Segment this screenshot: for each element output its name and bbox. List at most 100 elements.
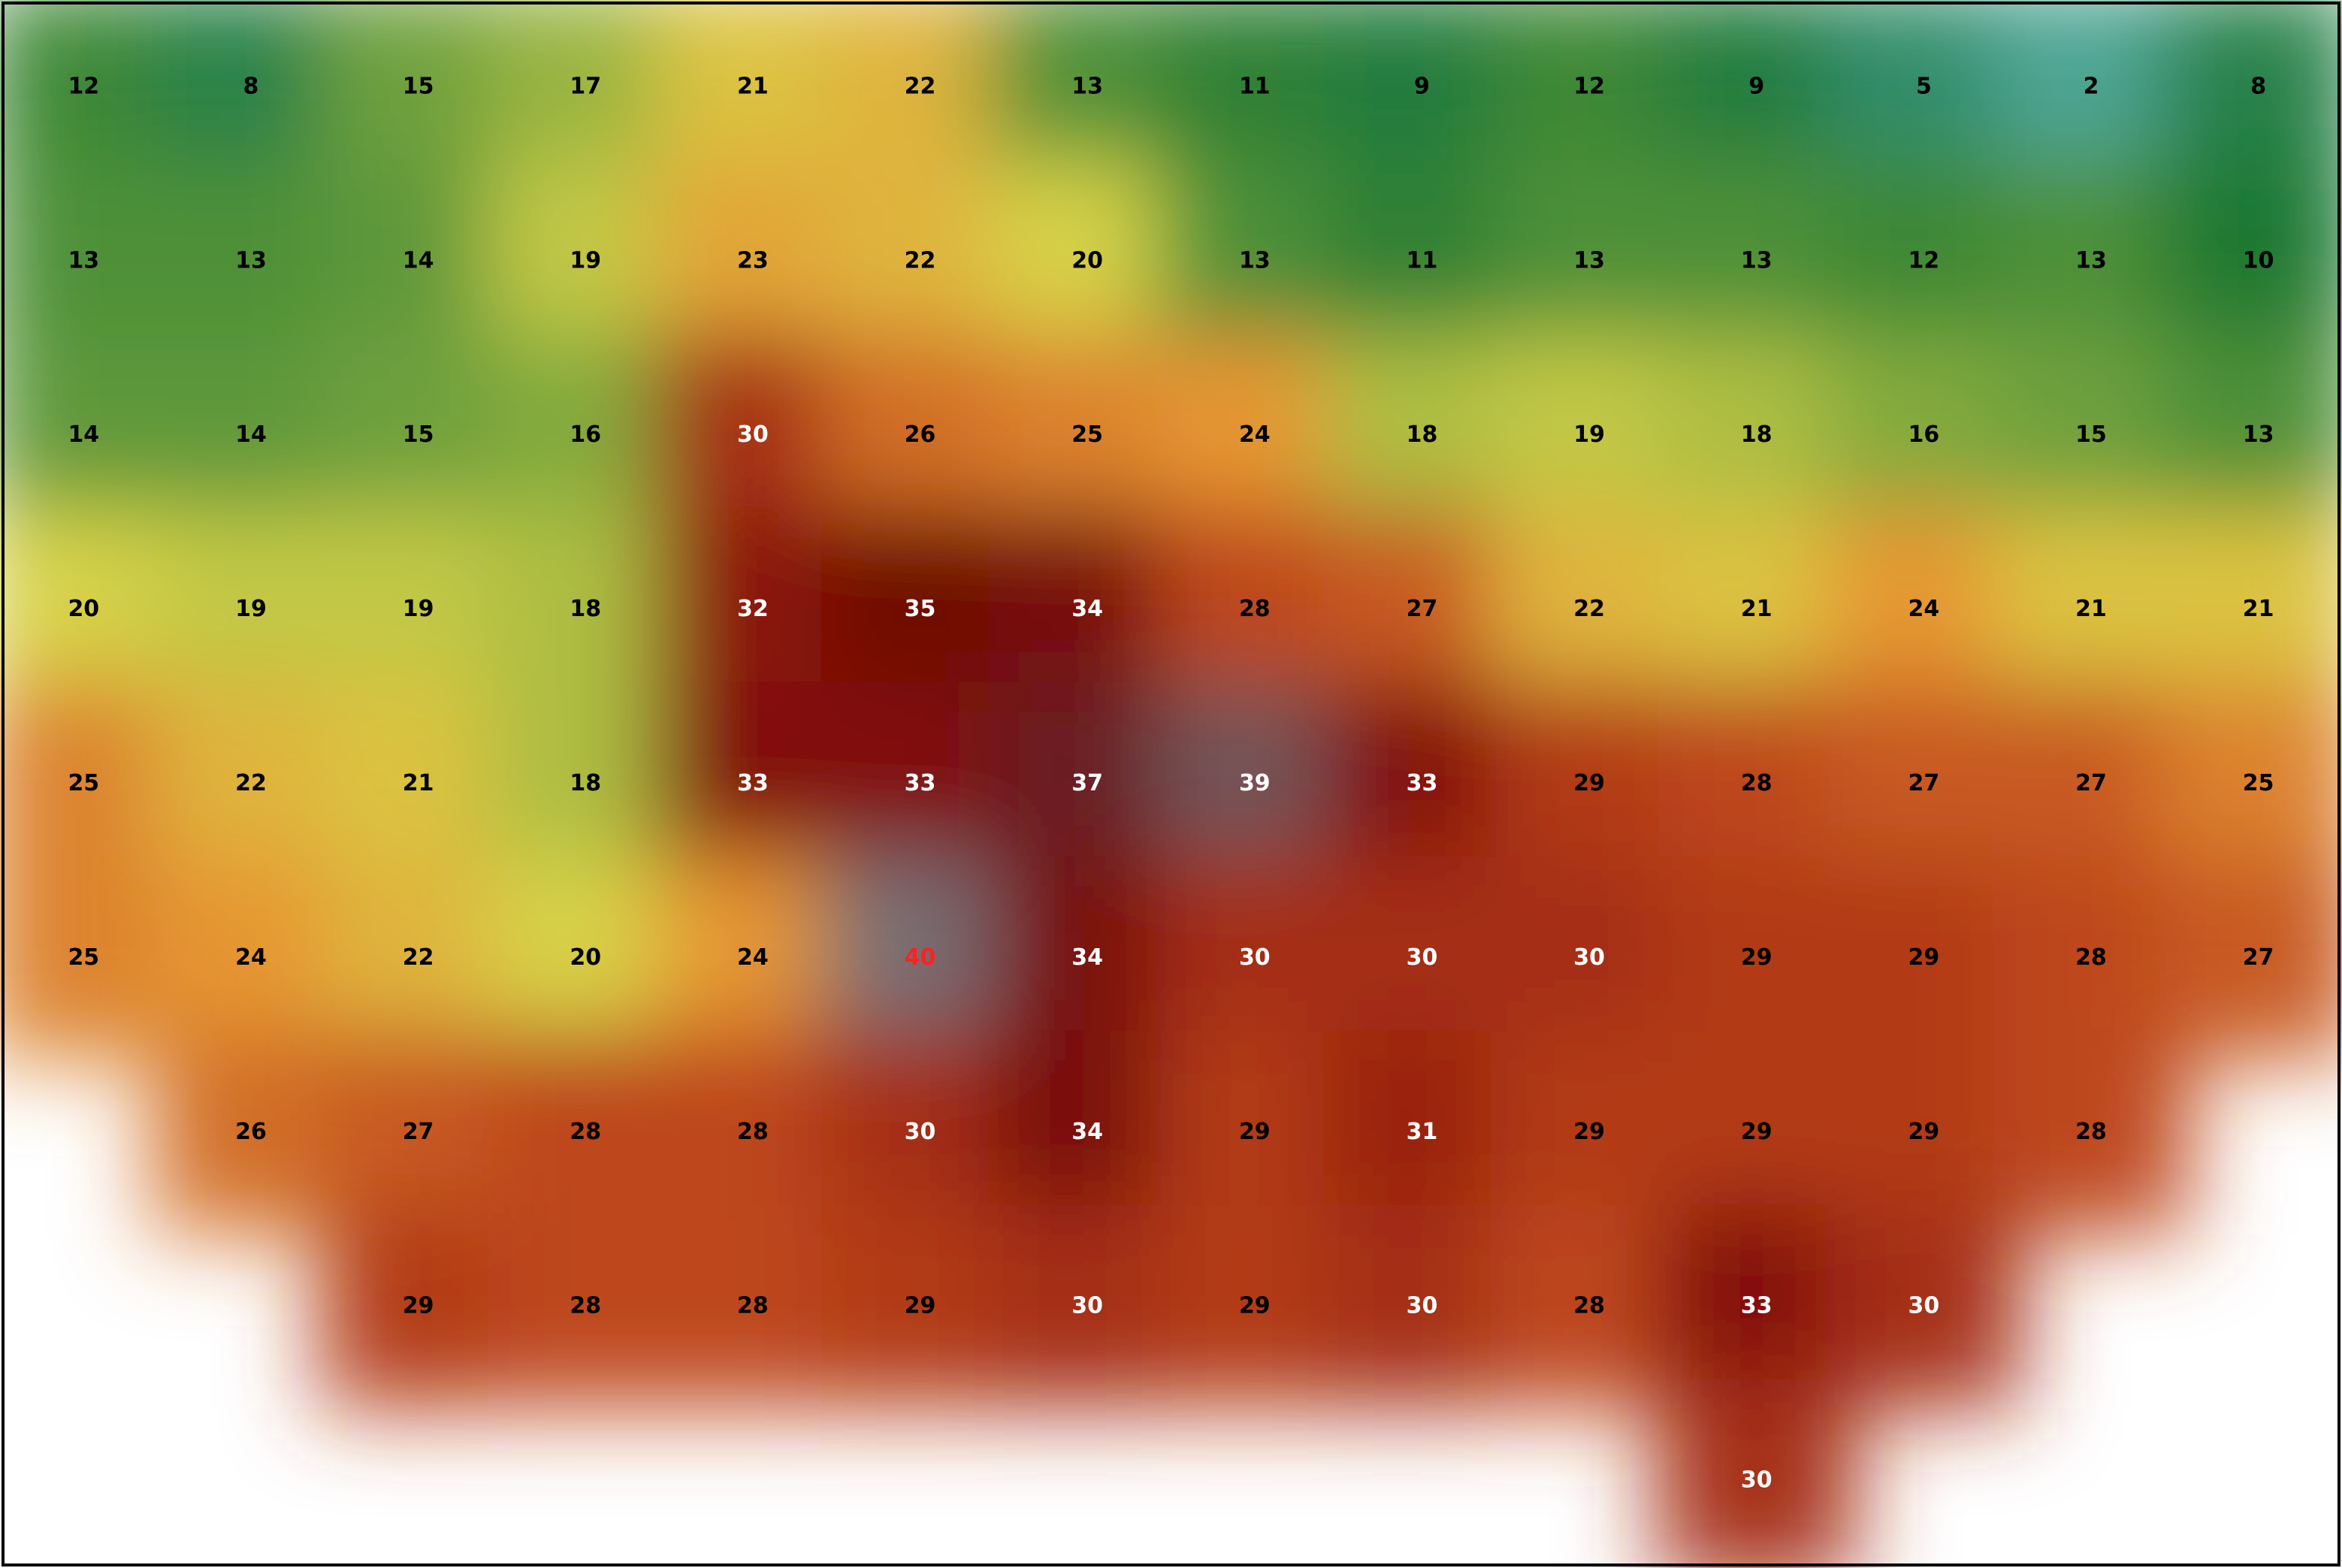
temperature-label: 11 [1407, 247, 1438, 273]
temperature-label: 29 [1573, 1119, 1605, 1145]
temperature-label: 11 [1239, 73, 1271, 99]
temperature-label: 28 [1239, 596, 1271, 622]
temperature-cell [152, 159, 350, 364]
temperature-cell [654, 0, 852, 189]
temperature-cell [152, 1030, 350, 1235]
temperature-cell [988, 0, 1186, 189]
temperature-cell [654, 856, 852, 1061]
temperature-label: 28 [570, 1119, 601, 1145]
temperature-label: 30 [1573, 944, 1605, 971]
temperature-label: 26 [905, 421, 936, 448]
temperature-cell [654, 507, 852, 712]
temperature-label: 19 [1573, 421, 1605, 448]
temperature-label: 10 [2243, 247, 2274, 273]
temperature-cell [0, 159, 183, 364]
temperature-cell [486, 507, 684, 712]
temperature-cell [1658, 0, 1856, 189]
temperature-label: 28 [1573, 1293, 1605, 1319]
temperature-cell [486, 0, 684, 189]
temperature-label: 29 [1239, 1293, 1271, 1319]
temperature-label: 29 [403, 1293, 434, 1319]
temperature-label: 29 [1741, 1119, 1772, 1145]
temperature-cell [1992, 507, 2190, 712]
temperature-cell [654, 1030, 852, 1235]
temperature-label: 8 [243, 73, 259, 99]
temperature-cell [152, 333, 350, 538]
temperature-cell [1323, 681, 1521, 887]
temperature-label: 31 [1407, 1119, 1438, 1145]
temperature-label: 28 [1741, 770, 1772, 796]
temperature-label: 28 [737, 1119, 769, 1145]
temperature-cell [988, 1030, 1186, 1235]
temperature-cell [1992, 159, 2190, 364]
temperature-label: 25 [1071, 421, 1103, 448]
temperature-cell [988, 856, 1186, 1061]
temperature-label: 30 [905, 1119, 936, 1145]
temperature-label: 19 [403, 596, 434, 622]
temperature-label: 33 [1741, 1293, 1772, 1319]
temperature-cell [1490, 159, 1688, 364]
temperature-label: 17 [570, 73, 601, 99]
temperature-label: 18 [570, 596, 601, 622]
temperature-label: 5 [1916, 73, 1932, 99]
temperature-label: 34 [1071, 1119, 1103, 1145]
temperature-label: 15 [2075, 421, 2107, 448]
temperature-cell [1156, 856, 1354, 1061]
temperature-cell [1156, 159, 1354, 364]
temperature-cell [152, 856, 350, 1061]
temperature-cell [821, 1030, 1019, 1235]
temperature-cell [1490, 333, 1688, 538]
temperature-cell [2159, 681, 2342, 887]
temperature-label: 13 [235, 247, 267, 273]
temperature-cell [0, 681, 183, 887]
temperature-cell [1658, 1030, 1856, 1235]
temperature-label: 18 [1407, 421, 1438, 448]
temperature-label: 33 [737, 770, 769, 796]
temperature-label: 13 [1071, 73, 1103, 99]
temperature-cell [1825, 333, 2023, 538]
temperature-label: 28 [2075, 1119, 2107, 1145]
temperature-cell [1323, 1030, 1521, 1235]
temperature-cell [486, 333, 684, 538]
temperature-cell [0, 333, 183, 538]
temperature-cell [486, 159, 684, 364]
temperature-cell [1490, 681, 1688, 887]
temperature-label: 21 [403, 770, 434, 796]
temperature-cell [1323, 856, 1521, 1061]
temperature-label: 19 [235, 596, 267, 622]
temperature-cell [1490, 1204, 1688, 1409]
temperature-label: 30 [1071, 1293, 1103, 1319]
temperature-cell [821, 333, 1019, 538]
temperature-label: 16 [570, 421, 601, 448]
temperature-label: 29 [1573, 770, 1605, 796]
temperature-cell [1156, 1030, 1354, 1235]
temperature-cell [1658, 1379, 1856, 1568]
temperature-cell [1825, 856, 2023, 1061]
temperature-cell [821, 1204, 1019, 1409]
temperature-label: 15 [403, 73, 434, 99]
temperature-label: 21 [737, 73, 769, 99]
temperature-label: 28 [570, 1293, 601, 1319]
temperature-cell [319, 333, 517, 538]
temperature-cell [486, 681, 684, 887]
temperature-cell [1992, 856, 2190, 1061]
temperature-label: 30 [1407, 1293, 1438, 1319]
temperature-label: 13 [1741, 247, 1772, 273]
temperature-cell [1156, 507, 1354, 712]
temperature-cell [1156, 681, 1354, 887]
temperature-label: 13 [1239, 247, 1271, 273]
temperature-label: 13 [68, 247, 99, 273]
temperature-label: 22 [403, 944, 434, 971]
temperature-label: 29 [1908, 944, 1940, 971]
temperature-cell [988, 507, 1186, 712]
temperature-cell [821, 681, 1019, 887]
temperature-label: 15 [403, 421, 434, 448]
temperature-labels: 12 8 15 17 21 22 13 11 9 12 9 5 2 813 13 14 19 23 22 20 13 11… [68, 73, 2274, 1493]
temperature-label: 30 [737, 421, 769, 448]
temperature-label: 34 [1071, 596, 1103, 622]
temperature-cell [654, 159, 852, 364]
temperature-label: 20 [68, 596, 99, 622]
temperature-label: 22 [905, 73, 936, 99]
temperature-label: 21 [2075, 596, 2107, 622]
